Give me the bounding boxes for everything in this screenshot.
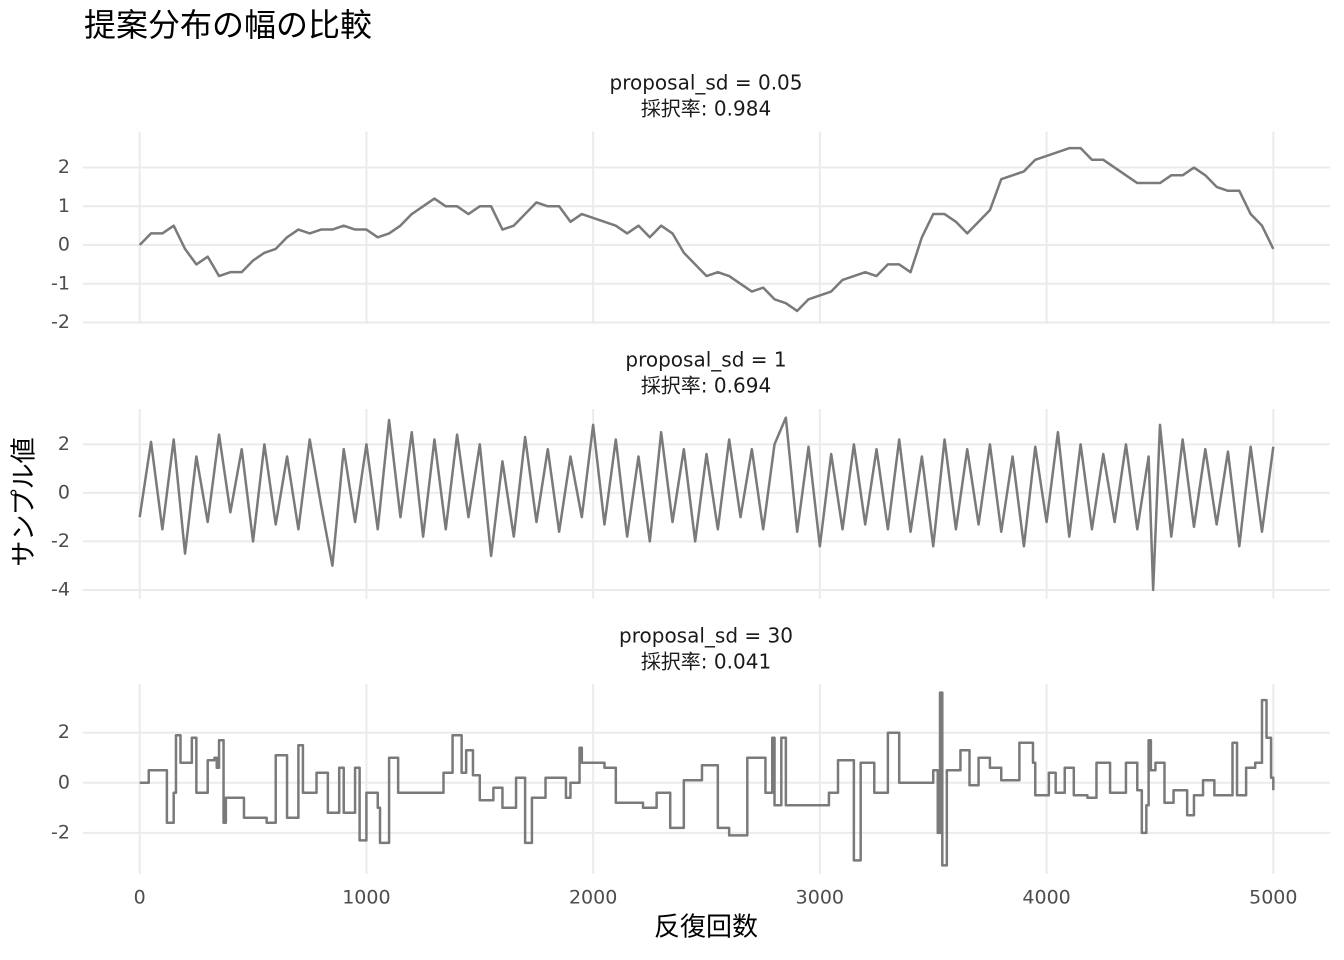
y-tick-label: 2 xyxy=(58,433,70,455)
panel-subtitle: 採択率: 0.694 xyxy=(641,374,771,398)
trace-line xyxy=(138,416,1275,592)
y-tick-label: -4 xyxy=(51,578,70,600)
y-tick-label: 2 xyxy=(58,156,70,178)
x-axis-label: 反復回数 xyxy=(654,913,758,943)
y-tick-label: -2 xyxy=(51,821,70,843)
x-tick-label: 5000 xyxy=(1249,887,1297,909)
y-tick-label: 1 xyxy=(58,195,70,217)
y-tick-label: -2 xyxy=(51,530,70,552)
trace-line xyxy=(139,691,1275,867)
x-tick-label: 3000 xyxy=(796,887,844,909)
panel-subtitle: 採択率: 0.984 xyxy=(641,97,771,121)
panel-title: proposal_sd = 1 xyxy=(625,348,786,372)
y-tick-label: 0 xyxy=(58,771,70,793)
y-tick-label: 0 xyxy=(58,481,70,503)
panel-subtitle: 採択率: 0.041 xyxy=(641,650,771,674)
y-tick-label: -2 xyxy=(51,311,70,333)
chart-title: 提案分布の幅の比較 xyxy=(84,6,372,44)
panel-title: proposal_sd = 30 xyxy=(619,624,793,648)
y-tick-label: 2 xyxy=(58,721,70,743)
y-tick-label: 0 xyxy=(58,234,70,256)
y-tick-label: -1 xyxy=(51,272,70,294)
trace-line xyxy=(138,146,1275,313)
x-tick-label: 0 xyxy=(134,887,146,909)
panel-title: proposal_sd = 0.05 xyxy=(610,71,803,95)
x-tick-label: 1000 xyxy=(342,887,390,909)
y-axis-label: サンプル値 xyxy=(10,437,40,566)
x-tick-label: 4000 xyxy=(1022,887,1070,909)
x-tick-label: 2000 xyxy=(569,887,617,909)
